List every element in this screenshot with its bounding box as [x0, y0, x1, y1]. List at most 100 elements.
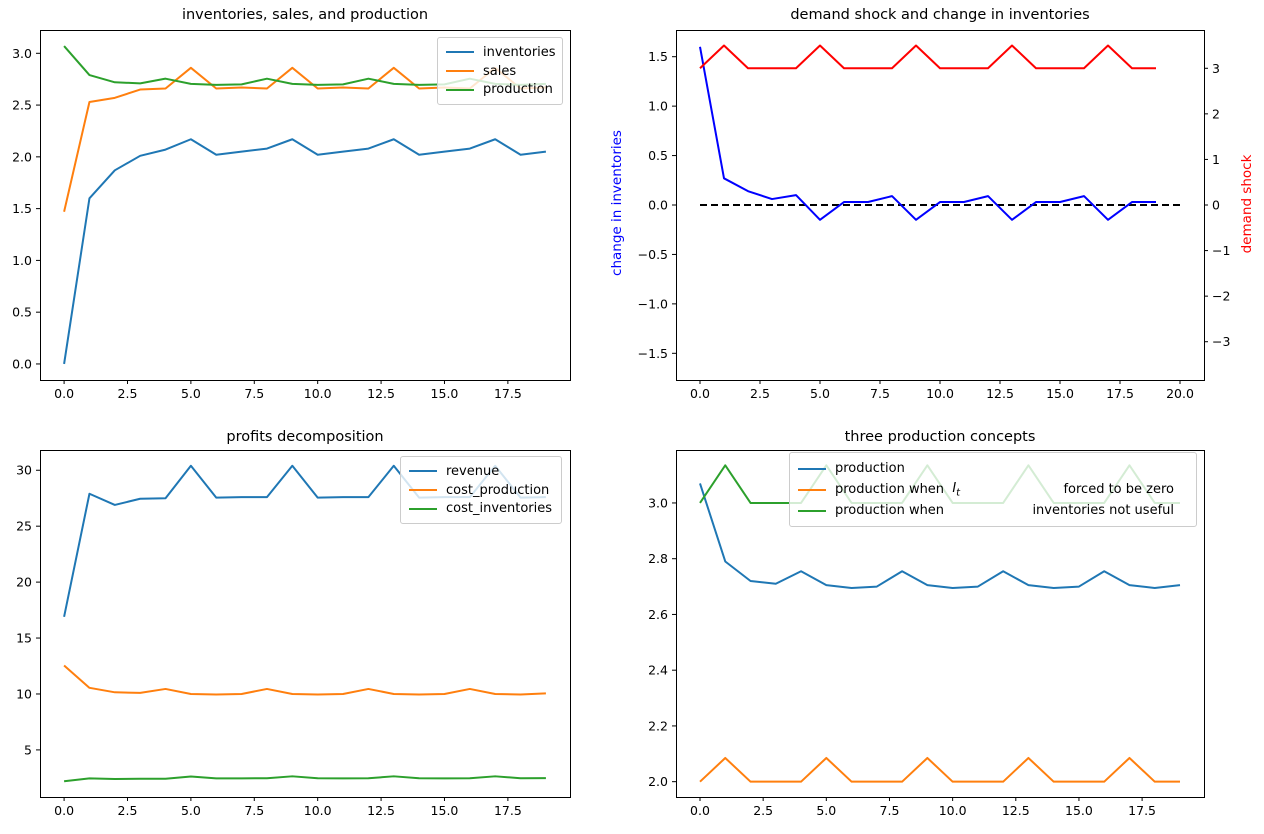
x-tick-label: 10.0 [304, 803, 332, 818]
x-tick-label: 2.5 [753, 803, 773, 818]
y-tick-label: 2.4 [648, 663, 668, 678]
x-tick-label: 5.0 [181, 803, 201, 818]
y-axis-label-left: change in inventories [609, 130, 625, 276]
x-tick-label: 7.5 [244, 386, 264, 401]
line-cost-inventories [63, 775, 546, 783]
y-tick-label: 15 [16, 631, 32, 646]
legend-entry-sales: sales [446, 62, 554, 81]
x-tick-label: 7.5 [880, 803, 900, 818]
y-tick-label: 2.2 [648, 718, 668, 733]
y-tick-label: 0.0 [12, 356, 32, 371]
y-axis-label-right: demand shock [1239, 154, 1255, 254]
legend-line-swatch [798, 488, 826, 491]
legend-label-suffix: inventories not useful [1032, 503, 1174, 518]
y-tick-label: 2.0 [648, 774, 668, 789]
y-tick-label: −1.0 [638, 296, 668, 311]
y-tick-label: 30 [16, 463, 32, 478]
line-demand-shock [699, 44, 1156, 70]
legend-bottom-left: revenue cost_production cost_inventories [400, 456, 562, 524]
x-tick-label: 12.5 [367, 803, 395, 818]
x-tick-label: 7.5 [244, 803, 264, 818]
y-tick-label: 2.6 [648, 607, 668, 622]
y-tick-label: 5 [24, 742, 32, 757]
legend-line-swatch [798, 467, 826, 470]
y-tick-label-right: −1 [1212, 243, 1230, 258]
chart-title-three-production-concepts: three production concepts [844, 429, 1036, 445]
axes-frame-top-left [40, 30, 571, 381]
legend-label: production [483, 82, 553, 98]
x-tick-label: 0.0 [54, 386, 74, 401]
x-tick-label: 15.0 [431, 386, 459, 401]
legend-entry-inventories: inventories [446, 43, 556, 62]
legend-entry-cost-production: cost_production [409, 481, 553, 500]
axes-frame-bottom-right [676, 450, 1205, 798]
x-tick-label: 12.5 [986, 386, 1014, 401]
legend-bottom-right: production production when It forced to be… [789, 452, 1197, 527]
x-tick-label: 15.0 [1065, 803, 1093, 818]
legend-line-swatch [409, 470, 437, 473]
x-tick-label: 17.5 [494, 803, 522, 818]
y-tick-label: 3.0 [12, 46, 32, 61]
legend-entry-cost-inventories: cost_inventories [409, 499, 553, 518]
legend-entry-production: production [446, 80, 554, 99]
legend-label: sales [483, 63, 517, 79]
chart-title-profits-decomposition: profits decomposition [226, 429, 384, 445]
legend-line-swatch [798, 509, 826, 512]
legend-line-swatch [446, 51, 474, 54]
y-tick-label-right: 3 [1212, 61, 1220, 76]
x-tick-label: 12.5 [367, 386, 395, 401]
x-tick-label: 0.0 [690, 803, 710, 818]
legend-label-suffix: forced to be zero [1063, 482, 1174, 497]
x-tick-label: 15.0 [1046, 386, 1074, 401]
x-tick-label: 7.5 [870, 386, 890, 401]
legend-line-swatch [409, 489, 437, 491]
legend-label: cost_production [446, 482, 550, 498]
x-tick-label: 0.0 [54, 803, 74, 818]
axis-ticks-bottom-right: 0.0 2.5 5.0 7.5 10.0 12.5 15.0 17.5 2.0 2.2 2.4 2.6… [648, 495, 1156, 818]
line-production [699, 483, 1181, 589]
x-tick-label: 10.0 [304, 386, 332, 401]
y-tick-label: 2.5 [12, 98, 32, 113]
y-tick-label-right: 1 [1212, 152, 1220, 167]
legend-label: inventories [483, 44, 556, 60]
y-tick-label: 1.0 [12, 253, 32, 268]
x-tick-label: 17.5 [1128, 803, 1156, 818]
line-inventories [63, 138, 547, 365]
legend-line-swatch [446, 70, 474, 72]
chart-title-demand-shock: demand shock and change in inventories [790, 7, 1090, 23]
y-tick-label: −0.5 [638, 247, 668, 262]
x-tick-label: 10.0 [939, 803, 967, 818]
legend-label: cost_inventories [446, 501, 553, 517]
legend-label: production when [835, 482, 945, 497]
line-change-in-inventories [699, 46, 1156, 221]
line-cost-production [63, 664, 546, 696]
chart-title-inventories-sales-production: inventories, sales, and production [181, 7, 429, 23]
legend-entry-production-when-forced-to-be-zero: production when It forced to be zero [798, 479, 1188, 500]
legend-label: production when [835, 503, 945, 518]
y-tick-label: 1.0 [648, 99, 668, 114]
x-tick-label: 17.5 [494, 386, 522, 401]
y-tick-label: 0.0 [648, 198, 668, 213]
x-tick-label: 2.5 [118, 386, 138, 401]
y-tick-label-right: −2 [1212, 289, 1230, 304]
y-tick-label: 1.5 [648, 49, 668, 64]
y-tick-label: −1.5 [638, 346, 668, 361]
y-tick-label-right: 2 [1212, 106, 1220, 121]
y-tick-label: 1.5 [12, 201, 32, 216]
y-tick-label: 0.5 [12, 305, 32, 320]
x-tick-label: 2.5 [750, 386, 770, 401]
y-tick-label: 20 [16, 575, 32, 590]
legend-entry-revenue: revenue [409, 462, 553, 481]
legend-math-symbol: It [952, 480, 961, 499]
x-tick-label: 5.0 [181, 386, 201, 401]
x-tick-label: 10.0 [926, 386, 954, 401]
axis-ticks-bottom-left: 0.0 2.5 5.0 7.5 10.0 12.5 15.0 17.5 5 10 15 20 25 30 [16, 463, 522, 818]
axes-frame-bottom-left [40, 450, 571, 798]
line-production-when-it-forced-to-be-zero [699, 756, 1180, 783]
legend-entry-production: production [798, 458, 1188, 479]
y-tick-label: 2.0 [12, 149, 32, 164]
y-tick-label-right: 0 [1212, 198, 1220, 213]
legend-label: production [835, 461, 905, 476]
